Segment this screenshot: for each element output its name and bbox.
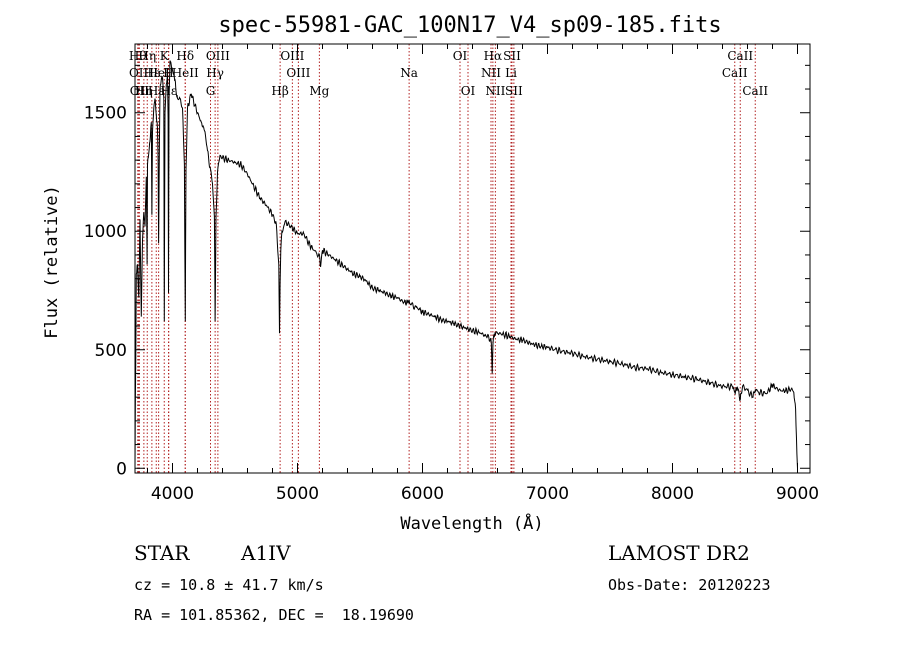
line-label: Hε: [144, 66, 161, 80]
spectrum-line: [134, 60, 798, 469]
line-label: Hδ: [176, 49, 194, 63]
line-label: OI: [461, 84, 476, 98]
survey-name: LAMOST DR2: [608, 541, 750, 565]
line-label: G: [206, 84, 216, 98]
object-class: STAR: [134, 541, 190, 565]
line-label: OII: [129, 66, 149, 80]
line-label: Hα: [484, 49, 503, 63]
x-tick-label: 8000: [651, 484, 694, 504]
y-tick-label: 1500: [84, 104, 127, 124]
x-tick-label: 6000: [401, 484, 444, 504]
plot-frame: [134, 43, 811, 474]
y-axis-label: Flux (relative): [42, 185, 62, 339]
line-label: CaII: [722, 66, 748, 80]
line-label: H: [163, 66, 173, 80]
coordinates: RA = 101.85362, DEC = 18.19690: [134, 606, 414, 624]
line-label-group: HθOIIOIIHηHηHεHεHeIKHHεHδHeIIGHγOIIIHβOI…: [129, 49, 769, 98]
line-label: NII: [485, 84, 505, 98]
line-label: Hθ: [129, 49, 147, 63]
line-label: Hγ: [206, 66, 224, 80]
line-label: OIII: [206, 49, 230, 63]
x-tick-label: 5000: [276, 484, 319, 504]
y-tick-label: 1000: [84, 222, 127, 242]
line-label: CaII: [727, 49, 753, 63]
line-label: CaII: [742, 84, 768, 98]
line-label: OIII: [280, 49, 304, 63]
line-label: HeII: [172, 66, 199, 80]
spectral-subclass: A1IV: [241, 541, 291, 565]
line-label: Hη: [138, 49, 156, 63]
axes-group: 4000 5000 6000 7000 8000 9000 0 500 1000 1500: [84, 44, 819, 504]
y-tick-label: 0: [116, 459, 127, 479]
line-label: Hη: [135, 84, 153, 98]
line-label: SII: [503, 49, 521, 63]
line-label: SII: [505, 84, 523, 98]
x-axis-label: Wavelength (Å): [400, 512, 543, 534]
x-tick-label: 9000: [776, 484, 819, 504]
line-label: NII: [481, 66, 501, 80]
line-label: K: [160, 49, 170, 63]
line-label: Li: [505, 66, 517, 80]
line-label: Na: [400, 66, 418, 80]
y-tick-label: 500: [95, 341, 127, 361]
line-label: Mg: [309, 84, 329, 98]
line-label: Hβ: [271, 84, 288, 98]
chart-title: spec-55981-GAC_100N17_V4_sp09-185.fits: [218, 13, 721, 38]
observation-date: Obs-Date: 20120223: [608, 576, 771, 594]
line-label: OI: [453, 49, 468, 63]
line-marker-group: [137, 44, 756, 473]
line-label: OIII: [286, 66, 310, 80]
redshift-velocity: cz = 10.8 ± 41.7 km/s: [134, 576, 324, 594]
line-label: HeI: [147, 66, 170, 80]
x-tick-label: 4000: [151, 484, 194, 504]
x-tick-label: 7000: [526, 484, 569, 504]
